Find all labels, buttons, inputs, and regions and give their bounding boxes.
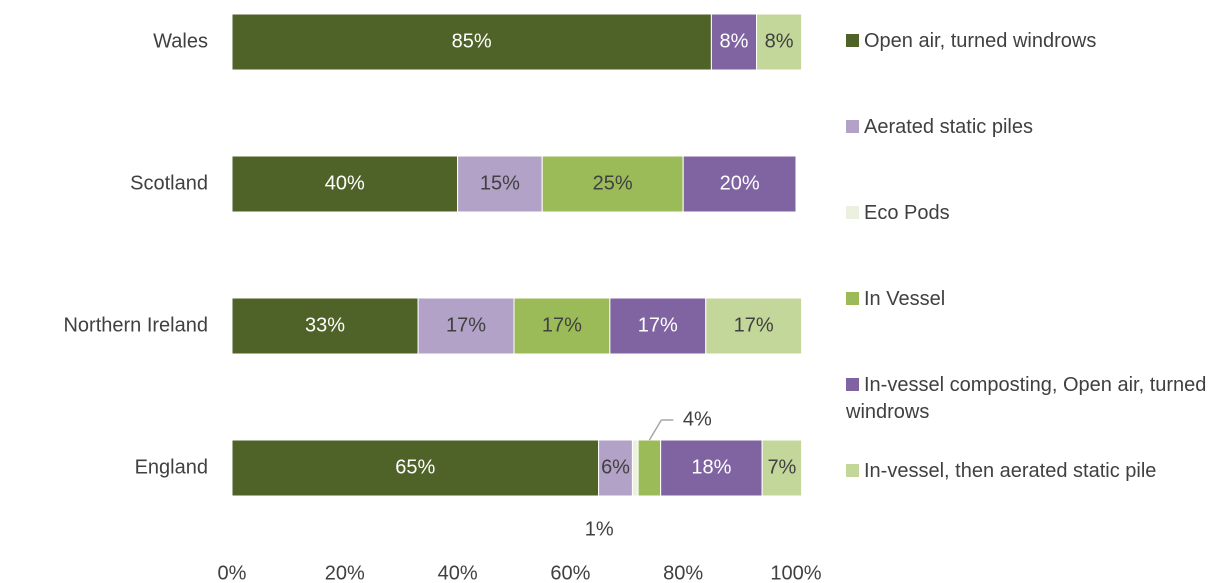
bar-segment <box>682 155 797 213</box>
bar-segment <box>231 297 419 355</box>
legend-swatch <box>846 120 859 133</box>
bar-segment <box>637 439 662 497</box>
legend-swatch <box>846 34 859 47</box>
legend-item: Open air, turned windrows <box>846 28 1216 55</box>
y-tick-label: Scotland <box>130 172 208 194</box>
value-label: 6% <box>601 456 630 478</box>
value-label: 17% <box>638 314 678 336</box>
value-label: 25% <box>593 172 633 194</box>
legend-swatch <box>846 292 859 305</box>
legend-label: In-vessel, then aerated static pile <box>864 460 1157 482</box>
x-tick-label: 80% <box>663 562 703 583</box>
value-label: 65% <box>395 456 435 478</box>
legend-swatch <box>846 206 859 219</box>
bar-segment <box>660 439 763 497</box>
legend-label: Eco Pods <box>864 202 950 224</box>
value-label: 8% <box>765 30 794 52</box>
bar-segment <box>609 297 707 355</box>
value-label: 17% <box>734 314 774 336</box>
value-label: 85% <box>452 30 492 52</box>
leader-line <box>648 419 663 441</box>
legend-item: Aerated static piles <box>846 114 1216 141</box>
bar-segment <box>756 13 803 71</box>
value-label: 17% <box>542 314 582 336</box>
value-label: 33% <box>305 314 345 336</box>
x-tick-label: 0% <box>218 562 247 583</box>
bar-segment <box>705 297 803 355</box>
value-label: 40% <box>325 172 365 194</box>
bar-segment <box>631 439 639 497</box>
bar-segment <box>231 439 600 497</box>
value-label: 8% <box>720 30 749 52</box>
value-label: 18% <box>691 456 731 478</box>
value-label: 7% <box>767 456 796 478</box>
y-tick-label: England <box>135 456 208 478</box>
bar-segment <box>231 155 459 213</box>
value-label: 15% <box>480 172 520 194</box>
y-tick-label: Wales <box>153 30 208 52</box>
legend-item: In-vessel composting, Open air, turned w… <box>846 372 1216 426</box>
value-label: 4% <box>683 408 712 430</box>
legend-item: In-vessel, then aerated static pile <box>846 458 1216 485</box>
bar-segment <box>417 297 515 355</box>
bar-segment <box>710 13 758 71</box>
legend-label: Aerated static piles <box>864 116 1033 138</box>
legend-label: In-vessel composting, Open air, turned w… <box>846 374 1207 423</box>
value-label: 17% <box>446 314 486 336</box>
legend-label: In Vessel <box>864 288 946 310</box>
y-tick-label: Northern Ireland <box>63 314 208 336</box>
legend-label: Open air, turned windrows <box>864 30 1097 52</box>
legend-swatch <box>846 378 859 391</box>
value-label: 20% <box>720 172 760 194</box>
x-tick-label: 60% <box>550 562 590 583</box>
value-label: 1% <box>585 518 614 540</box>
legend-item: In Vessel <box>846 286 1216 313</box>
legend-swatch <box>846 464 859 477</box>
x-tick-label: 40% <box>438 562 478 583</box>
bar-segment <box>761 439 803 497</box>
legend-item: Eco Pods <box>846 200 1216 227</box>
x-tick-label: 100% <box>770 562 821 583</box>
x-tick-label: 20% <box>325 562 365 583</box>
bar-segment <box>231 13 712 71</box>
